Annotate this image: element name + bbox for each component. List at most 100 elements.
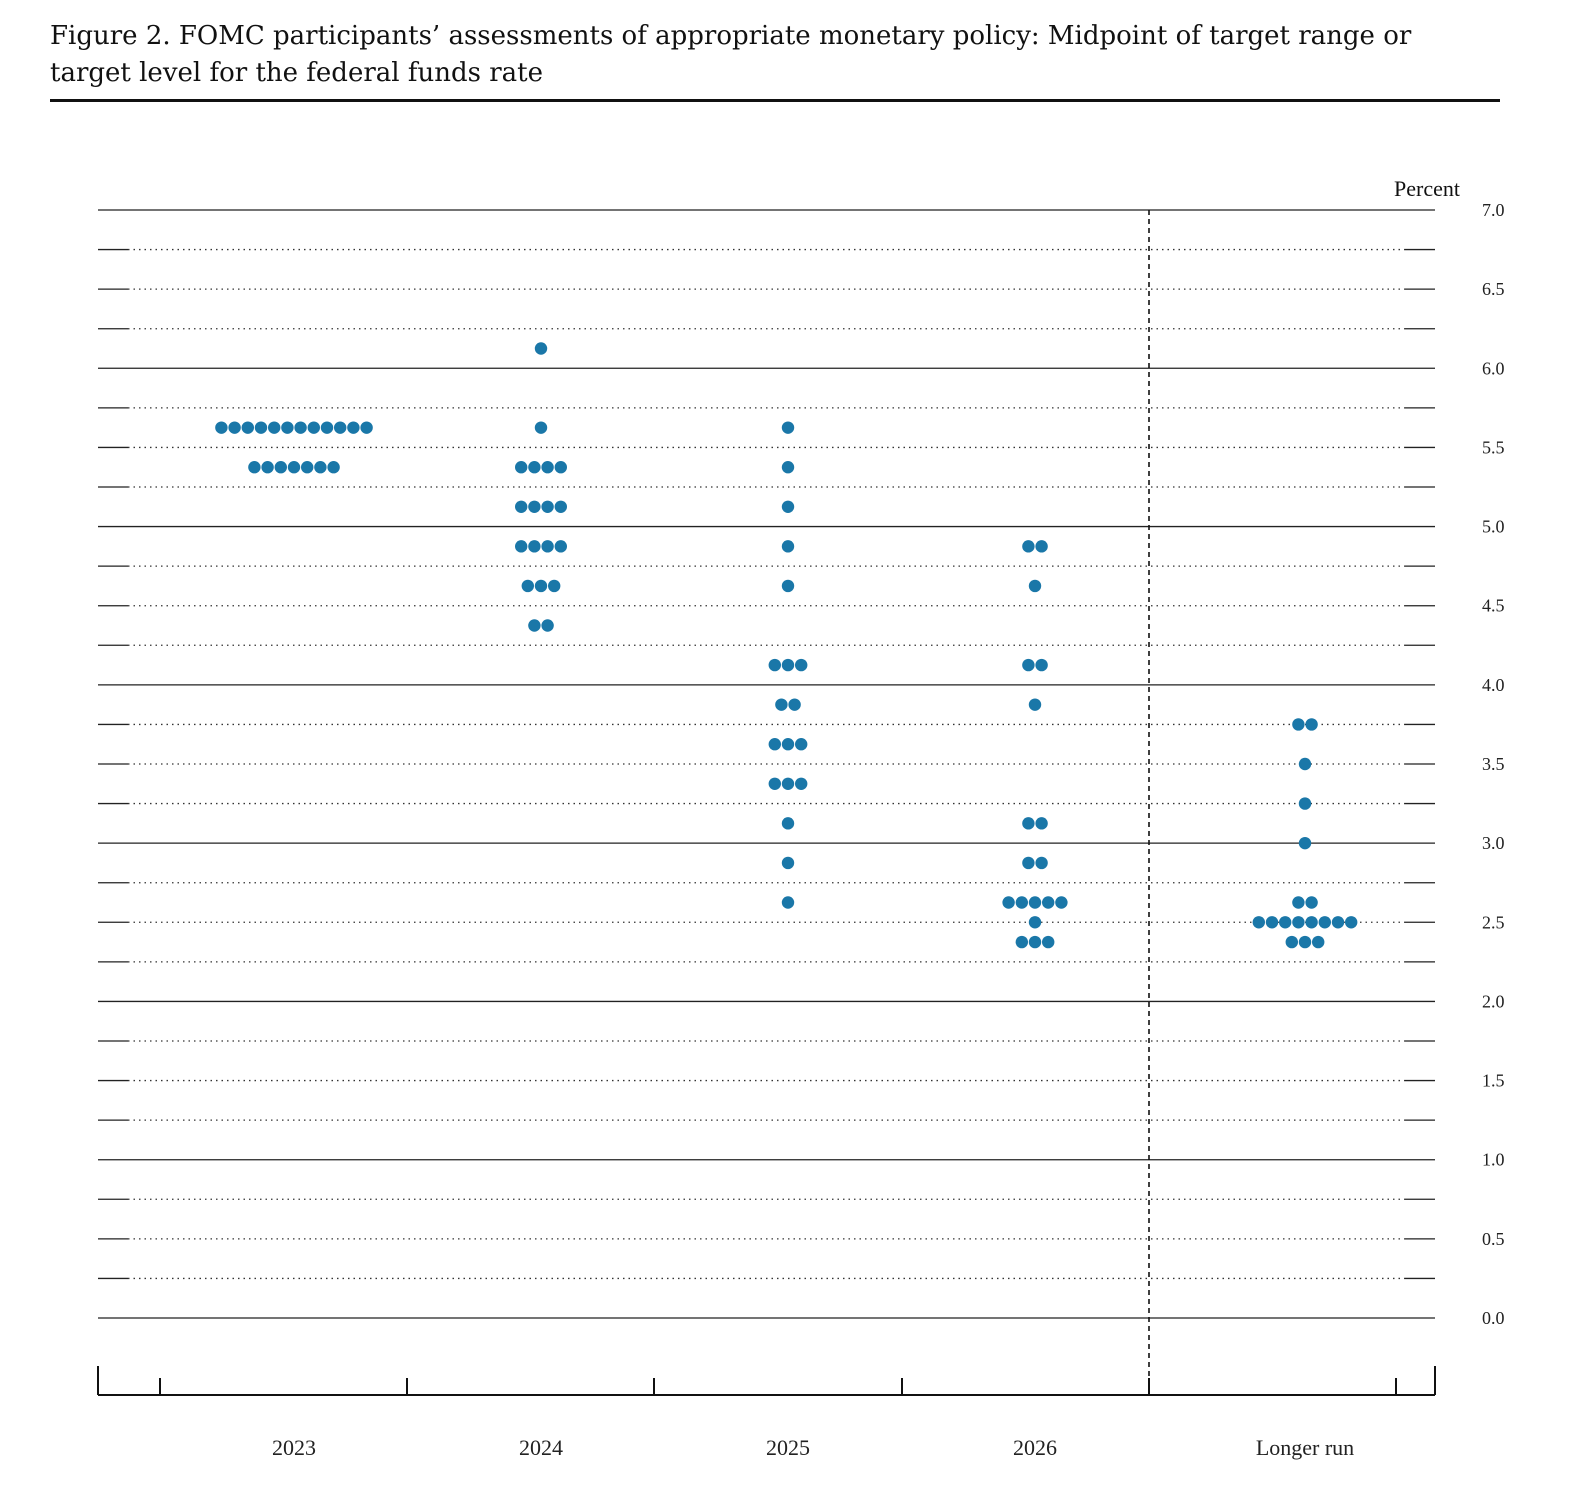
- participant-dot: [781, 658, 795, 672]
- participant-dot: [515, 540, 528, 553]
- participant-dot: [1298, 797, 1312, 810]
- y-tick-label: 5.5: [1482, 437, 1505, 457]
- participant-dot: [1035, 856, 1048, 870]
- x-category-label: 2023: [272, 1435, 316, 1460]
- participant-dot: [1305, 718, 1318, 731]
- y-tick-label: 2.0: [1482, 991, 1505, 1011]
- participant-dot: [1042, 896, 1055, 909]
- label-layer: 0.0 0.5 1.0 1.5 2.0 2.5 3.0 3.5 4.0 4.5 5.0 5.5 6.0 6…: [272, 176, 1505, 1460]
- participant-dot: [775, 698, 788, 711]
- participant-dot: [254, 421, 268, 434]
- participant-dot: [554, 500, 567, 513]
- participant-dot: [1265, 916, 1279, 929]
- participant-dot: [327, 461, 340, 474]
- participant-dot: [781, 540, 795, 553]
- participant-dot: [1022, 817, 1035, 830]
- participant-dot: [528, 500, 541, 513]
- x-category-label: 2026: [1013, 1435, 1057, 1460]
- grid-layer: [98, 209, 1435, 1319]
- participant-dot: [281, 421, 294, 434]
- participant-dot: [1035, 817, 1048, 830]
- dots-layer: [215, 342, 1358, 949]
- participant-dot: [768, 738, 781, 751]
- participant-dot: [1028, 698, 1042, 711]
- y-tick-label: 7.0: [1482, 200, 1505, 220]
- participant-dot: [541, 619, 554, 632]
- participant-dot: [795, 658, 808, 672]
- participant-dot: [274, 461, 287, 474]
- participant-dot: [541, 500, 554, 513]
- y-tick-label: 4.5: [1482, 596, 1505, 616]
- participant-dot: [1028, 896, 1042, 909]
- y-tick-label: 1.5: [1482, 1071, 1505, 1091]
- participant-dot: [541, 461, 554, 474]
- participant-dot: [294, 421, 307, 434]
- participant-dot: [528, 619, 541, 632]
- participant-dot: [534, 342, 548, 355]
- participant-dot: [248, 461, 261, 474]
- participant-dot: [781, 461, 795, 474]
- participant-dot: [548, 579, 561, 593]
- participant-dot: [1022, 856, 1035, 870]
- participant-dot: [788, 698, 801, 711]
- participant-dot: [1331, 916, 1345, 929]
- participant-dot: [1035, 658, 1048, 672]
- y-tick-label: 3.5: [1482, 754, 1505, 774]
- y-axis-unit-label: Percent: [1394, 176, 1460, 201]
- participant-dot: [1028, 935, 1042, 949]
- participant-dot: [314, 461, 327, 474]
- x-category-label: 2025: [766, 1435, 810, 1460]
- participant-dot: [795, 738, 808, 751]
- participant-dot: [347, 421, 360, 434]
- participant-dot: [1252, 916, 1266, 929]
- figure-title: Figure 2. FOMC participants’ assessments…: [50, 21, 1412, 88]
- participant-dot: [334, 421, 347, 434]
- x-category-label: 2024: [519, 1435, 563, 1460]
- y-tick-label: 0.0: [1482, 1308, 1505, 1328]
- axis-layer: [97, 210, 1436, 1396]
- participant-dot: [795, 777, 808, 790]
- participant-dot: [768, 658, 781, 672]
- participant-dot: [261, 461, 274, 474]
- participant-dot: [554, 540, 567, 553]
- participant-dot: [307, 421, 320, 434]
- participant-dot: [228, 421, 241, 434]
- y-tick-label: 6.5: [1482, 279, 1505, 299]
- y-tick-label: 1.0: [1482, 1150, 1505, 1170]
- participant-dot: [1292, 916, 1305, 929]
- participant-dot: [268, 421, 281, 434]
- y-tick-label: 6.0: [1482, 358, 1505, 378]
- participant-dot: [1298, 836, 1312, 850]
- participant-dot: [781, 738, 795, 751]
- participant-dot: [541, 540, 554, 553]
- participant-dot: [1305, 896, 1318, 909]
- participant-dot: [528, 461, 541, 474]
- participant-dot: [1285, 935, 1299, 949]
- participant-dot: [781, 896, 795, 909]
- participant-dot: [215, 421, 228, 434]
- participant-dot: [1298, 757, 1312, 771]
- participant-dot: [1292, 718, 1305, 731]
- participant-dot: [521, 579, 534, 593]
- participant-dot: [781, 856, 795, 870]
- participant-dot: [1035, 540, 1048, 553]
- participant-dot: [1002, 896, 1015, 909]
- x-category-label: Longer run: [1256, 1435, 1354, 1460]
- participant-dot: [768, 777, 781, 790]
- participant-dot: [534, 579, 548, 593]
- participant-dot: [554, 461, 567, 474]
- participant-dot: [528, 540, 541, 553]
- participant-dot: [320, 421, 334, 434]
- participant-dot: [781, 817, 795, 830]
- participant-dot: [1312, 935, 1325, 949]
- y-tick-label: 5.0: [1482, 517, 1505, 537]
- participant-dot: [301, 461, 314, 474]
- participant-dot: [1022, 658, 1035, 672]
- participant-dot: [1055, 896, 1068, 909]
- participant-dot: [534, 421, 548, 434]
- participant-dot: [1042, 935, 1055, 949]
- y-tick-label: 0.5: [1482, 1229, 1505, 1249]
- participant-dot: [360, 421, 373, 434]
- participant-dot: [781, 777, 795, 790]
